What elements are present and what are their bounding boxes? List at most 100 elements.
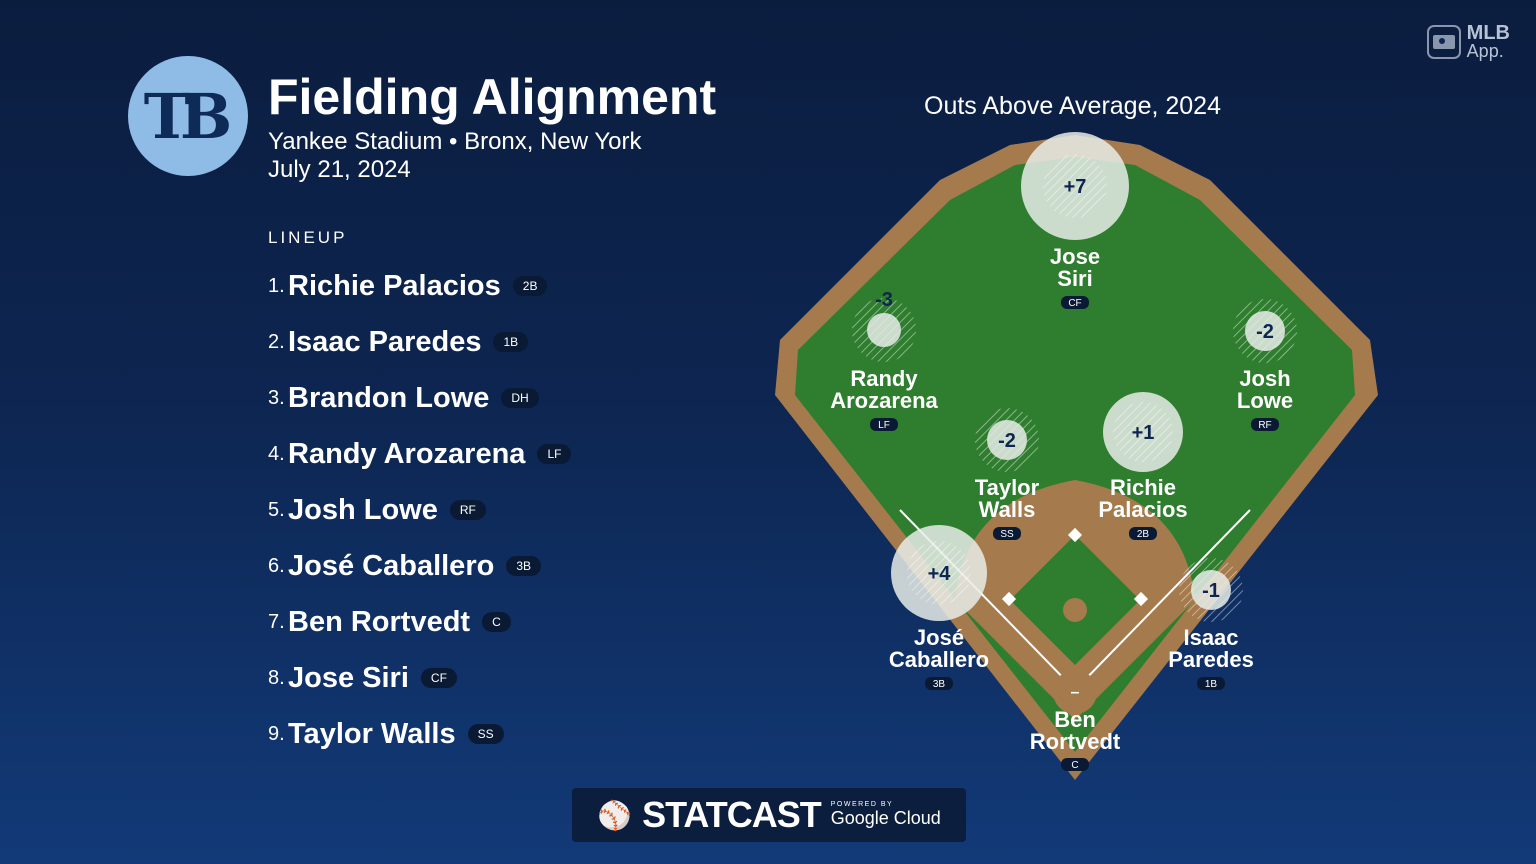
home-plate-area	[1053, 670, 1097, 714]
lineup-row: 7. Ben Rortvedt C	[268, 594, 571, 650]
lineup-row: 2. Isaac Paredes 1B	[268, 314, 571, 370]
fielder-rf: -2 Josh Lowe RF	[1233, 299, 1297, 431]
player-first: Richie	[1110, 475, 1176, 500]
lineup-num: 2.	[268, 330, 285, 353]
lineup-num: 7.	[268, 610, 285, 633]
fielder-ss: -2 Taylor Walls SS	[975, 408, 1040, 540]
position-badge: CF	[420, 668, 457, 688]
pos-badge: SS	[1000, 529, 1014, 540]
fielder-cf: +7 Jose Siri CF	[1021, 132, 1129, 309]
mlb-app-brand: MLB App.	[1426, 22, 1510, 61]
lineup-name: Josh Lowe	[288, 493, 438, 526]
lineup-name: Randy Arozarena	[288, 437, 526, 470]
pos-badge: 1B	[1205, 679, 1218, 690]
lineup-name: Jose Siri	[288, 661, 409, 694]
pos-badge: RF	[1258, 420, 1271, 431]
player-first: Isaac	[1183, 625, 1238, 650]
lineup-row: 5. Josh Lowe RF	[268, 482, 571, 538]
lineup-list: 1. Richie Palacios 2B 2. Isaac Paredes 1…	[268, 258, 572, 762]
lineup-num: 8.	[268, 666, 285, 689]
lineup-row: 8. Jose Siri CF	[268, 650, 571, 706]
pos-badge: LF	[878, 420, 890, 431]
player-last: Paredes	[1168, 647, 1254, 672]
lineup-num: 6.	[268, 554, 285, 577]
oaa-value: +4	[928, 563, 952, 585]
oaa-value: +1	[1132, 422, 1155, 444]
pitchers-mound	[1063, 598, 1087, 622]
lineup-name: Ben Rortvedt	[288, 605, 471, 638]
game-info: Yankee Stadium • Bronx, New York July 21…	[268, 128, 642, 184]
oaa-value: -2	[1256, 321, 1274, 343]
lineup-row: 9. Taylor Walls SS	[268, 706, 571, 762]
lineup-num: 5.	[268, 498, 285, 521]
lineup-name: Isaac Paredes	[288, 325, 482, 358]
lineup-label: LINEUP	[268, 228, 348, 247]
position-badge: 3B	[506, 556, 542, 576]
pos-badge: C	[1071, 760, 1078, 771]
fielder-lf: -3 Randy Arozarena LF	[830, 289, 939, 431]
oaa-value: +7	[1064, 176, 1087, 198]
player-first: Ben	[1054, 707, 1096, 732]
statcast-logo-text: STATCAST	[642, 794, 822, 835]
statcast-footer: ⚾ STATCAST POWERED BY Google Cloud	[572, 788, 966, 842]
oaa-value: –	[1071, 684, 1080, 701]
pos-badge: 3B	[933, 679, 946, 690]
fielder-3b: +4 José Caballero 3B	[889, 525, 989, 690]
player-last: Siri	[1057, 266, 1092, 291]
third-base	[1001, 591, 1017, 607]
first-base	[1133, 591, 1149, 607]
player-last: Caballero	[889, 647, 989, 672]
player-first: Taylor	[975, 475, 1040, 500]
pos-badge: CF	[1068, 298, 1081, 309]
second-base	[1067, 527, 1083, 543]
player-first: José	[914, 625, 964, 650]
lineup-row: 4. Randy Arozarena LF	[268, 426, 572, 482]
position-badge: DH	[501, 388, 539, 408]
lineup-name: Brandon Lowe	[288, 381, 490, 414]
date-text: July 21, 2024	[268, 156, 411, 183]
lineup-name: Richie Palacios	[288, 269, 501, 302]
oaa-value: -2	[998, 430, 1016, 452]
lineup-row: 3. Brandon Lowe DH	[268, 370, 571, 426]
player-last: Arozarena	[830, 388, 938, 413]
lineup-name: Taylor Walls	[288, 717, 456, 750]
player-last: Rortvedt	[1030, 729, 1121, 754]
position-badge: C	[482, 612, 511, 632]
brand-line1: MLB	[1466, 22, 1510, 44]
fielder-1b: -1 Isaac Paredes 1B	[1168, 558, 1254, 690]
position-badge: 2B	[512, 276, 548, 296]
brand-line2: App.	[1466, 41, 1504, 61]
lineup-num: 9.	[268, 722, 285, 745]
field-title: Outs Above Average, 2024	[924, 92, 1221, 120]
mlb-batter-icon: ⚾	[597, 799, 633, 831]
lineup-num: 3.	[268, 386, 285, 409]
fielder-2b: +1 Richie Palacios 2B	[1098, 392, 1188, 540]
foul-line-right	[1074, 509, 1251, 691]
player-last: Walls	[979, 497, 1036, 522]
player-first: Josh	[1239, 366, 1290, 391]
position-badge: 1B	[493, 332, 529, 352]
fielder-c: – Ben Rortvedt C	[1030, 684, 1121, 771]
lineup-row: 1. Richie Palacios 2B	[268, 258, 571, 314]
mlb-logo-icon	[1426, 25, 1461, 59]
lineup-name: José Caballero	[288, 549, 495, 582]
lineup-num: 1.	[268, 274, 285, 297]
player-first: Jose	[1050, 244, 1100, 269]
outfield-grass	[795, 157, 1355, 752]
position-badge: RF	[449, 500, 486, 520]
position-badge: SS	[467, 724, 504, 744]
venue-text: Yankee Stadium • Bronx, New York	[268, 128, 642, 155]
lineup-row: 6. José Caballero 3B	[268, 538, 571, 594]
google-cloud-text: Google Cloud	[830, 808, 941, 828]
position-badge: LF	[537, 444, 572, 464]
player-last: Lowe	[1237, 388, 1293, 413]
lineup-num: 4.	[268, 442, 285, 465]
page-title: Fielding Alignment	[268, 69, 717, 125]
player-last: Palacios	[1098, 497, 1187, 522]
powered-by-text: POWERED BY	[830, 801, 894, 808]
oaa-value: -3	[875, 289, 893, 311]
oaa-value: -1	[1202, 580, 1220, 602]
team-logo-text: TB	[143, 79, 232, 153]
pos-badge: 2B	[1137, 529, 1150, 540]
